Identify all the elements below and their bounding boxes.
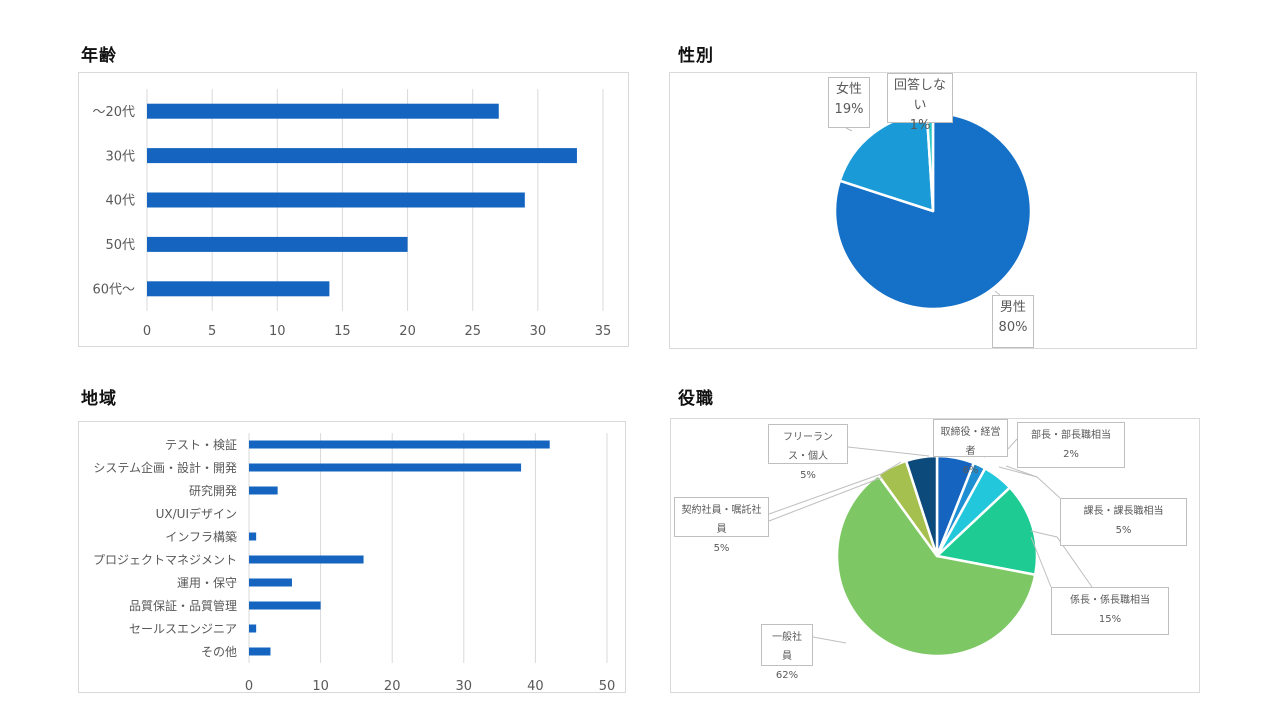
x-tick-label: 25 (464, 324, 481, 339)
leader-line (1030, 530, 1093, 588)
bar (147, 281, 330, 297)
x-tick-label: 20 (399, 324, 416, 339)
role-label-manager-name: 課長・課長職相当 (1083, 506, 1164, 517)
gender-label-male-value: 80% (998, 320, 1028, 336)
leader-line (1030, 536, 1052, 588)
leader-line (1005, 465, 1038, 478)
bar (249, 463, 522, 472)
role-label-freelance-value: 5% (800, 470, 816, 481)
gender-label-female: 女性 19% (828, 77, 870, 128)
bar (249, 555, 364, 564)
category-label: プロジェクトマネジメント (93, 553, 237, 567)
category-label: ～20代 (92, 105, 135, 120)
bar (249, 624, 257, 633)
role-label-director: 部長・部長職相当 2% (1017, 422, 1125, 468)
category-label: 50代 (105, 238, 135, 253)
pie-slice (935, 486, 1039, 576)
category-label: 研究開発 (189, 483, 237, 498)
role-label-freelance: フリーランス・個人 5% (768, 424, 848, 481)
role-label-contract-value: 5% (713, 543, 730, 554)
gender-label-male-name: 男性 (999, 300, 1026, 315)
bar (147, 148, 577, 164)
x-tick-label: 0 (245, 679, 253, 694)
pie-slice (835, 473, 1037, 658)
role-label-executive-value: 6% (962, 465, 979, 476)
category-label: UX/UIデザイン (156, 506, 237, 521)
leader-line (994, 290, 1001, 296)
category-label: 30代 (105, 149, 135, 164)
category-label: 60代～ (92, 282, 135, 297)
gender-label-noanswer-name: 回答しない (893, 78, 946, 114)
bar (249, 647, 271, 656)
bar (147, 103, 499, 119)
x-tick-label: 15 (334, 324, 351, 339)
role-label-contract: 契約社員・嘱託社員 5% (674, 497, 769, 554)
category-label: その他 (201, 645, 237, 659)
role-label-staff: 一般社員 62% (761, 624, 813, 681)
age-chart-plot: 0 5 10 15 20 25 30 35 ～20代 30代 40代 50代 60代～ (92, 89, 612, 339)
category-label: テスト・検証 (165, 438, 237, 452)
role-label-director-name: 部長・部長職相当 (1031, 430, 1111, 441)
gender-label-male: 男性 80% (992, 295, 1034, 348)
bar (249, 578, 292, 587)
leader-line (845, 127, 853, 132)
x-tick-label: 40 (527, 679, 544, 694)
gender-section-title: 性別 (678, 46, 714, 66)
category-label: インフラ構築 (165, 529, 237, 544)
role-label-staff-name: 一般社員 (772, 632, 802, 662)
role-label-executive: 取締役・経営者 6% (933, 419, 1008, 476)
x-tick-label: 30 (530, 324, 547, 339)
category-label: 品質保証・品質管理 (129, 598, 237, 613)
x-tick-label: 30 (456, 679, 473, 694)
role-label-staff-value: 62% (775, 670, 799, 681)
age-bar-chart: 0 5 10 15 20 25 30 35 ～20代 30代 40代 50代 60代～ (78, 72, 629, 347)
region-bar-chart: 0 10 20 30 40 50 テスト・検証システム企画・設計・開発研究開発 UX/UIデザ… (78, 421, 626, 694)
bar (249, 532, 257, 541)
x-tick-label: 35 (595, 324, 612, 339)
role-label-chief-value: 15% (1098, 614, 1122, 625)
role-pie-chart: フリーランス・個人 5% 取締役・経営者 6% 部長・部長職相当 2% 契約社員… (670, 418, 1200, 693)
leader-line (768, 476, 884, 522)
role-label-freelance-name: フリーランス・個人 (783, 432, 833, 462)
x-tick-label: 10 (312, 679, 329, 694)
bar (249, 440, 550, 449)
role-label-manager: 課長・課長職相当 5% (1060, 498, 1187, 546)
pie-slice (833, 111, 1033, 311)
role-label-chief-name: 係長・係長職相当 (1070, 595, 1150, 606)
x-tick-label: 10 (269, 324, 286, 339)
role-label-chief: 係長・係長職相当 15% (1051, 587, 1169, 635)
category-label: セールスエンジニア (129, 622, 237, 636)
category-label: 40代 (105, 194, 135, 209)
gender-label-noanswer: 回答しない 1% (887, 73, 953, 133)
gender-label-female-value: 19% (834, 102, 864, 118)
x-tick-label: 50 (599, 679, 616, 694)
gender-pie-chart: 女性 19% 回答しない 1% 男性 80% (669, 72, 1197, 349)
role-label-manager-value: 5% (1115, 525, 1132, 536)
leader-line (768, 461, 902, 515)
bar (147, 236, 408, 252)
gender-label-noanswer-value: 1% (909, 118, 931, 134)
x-tick-label: 0 (143, 324, 151, 339)
age-section-title: 年齢 (81, 46, 117, 66)
bar (249, 486, 278, 495)
bar (147, 192, 525, 208)
role-label-contract-name: 契約社員・嘱託社員 (681, 505, 762, 535)
leader-line (847, 446, 930, 457)
role-label-executive-name: 取締役・経営者 (940, 427, 1001, 457)
role-label-director-value: 2% (1063, 449, 1079, 460)
category-label: 運用・保守 (177, 576, 237, 590)
role-section-title: 役職 (678, 389, 714, 409)
x-tick-label: 5 (208, 324, 216, 339)
gender-label-female-name: 女性 (835, 82, 862, 97)
x-tick-label: 20 (384, 679, 401, 694)
region-section-title: 地域 (81, 389, 117, 409)
leader-line (812, 636, 847, 644)
category-label: システム企画・設計・開発 (93, 460, 237, 475)
bar (249, 601, 321, 610)
